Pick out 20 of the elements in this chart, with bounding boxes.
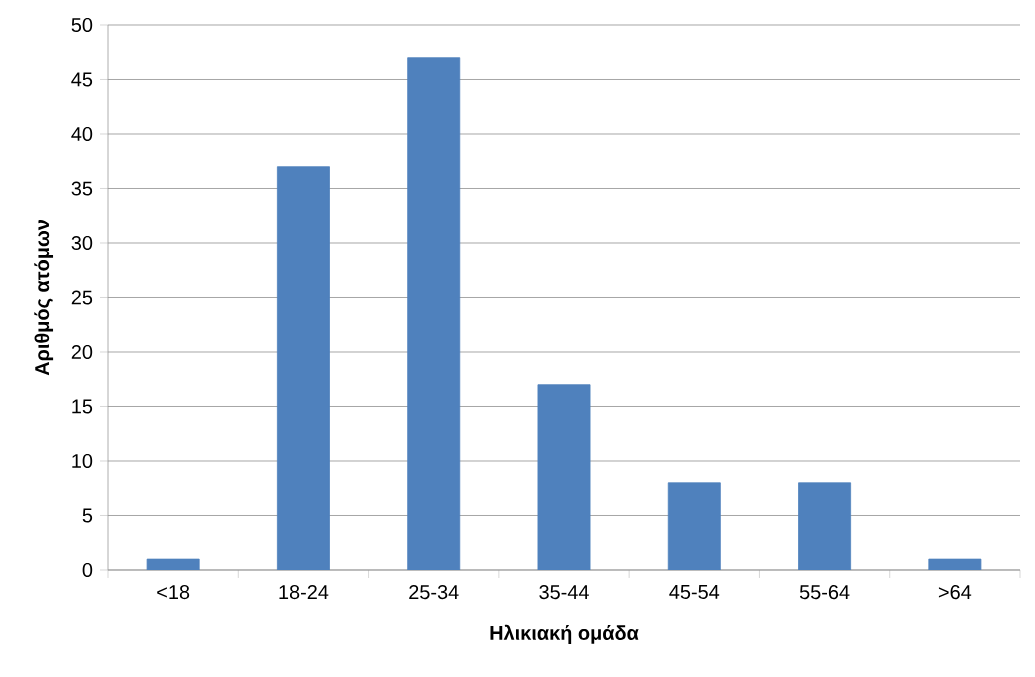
y-tick-label: 40 <box>71 126 93 142</box>
y-tick-label: 10 <box>72 453 93 469</box>
y-tick-label: 45 <box>71 72 93 87</box>
x-tick-label: 55-64 <box>799 585 850 600</box>
y-tick-label: 50 <box>71 17 93 33</box>
x-tick-label: 18-24 <box>279 585 329 600</box>
y-tick-label: 35 <box>71 181 93 196</box>
y-tick-label: 30 <box>71 235 93 251</box>
x-axis-title: Ηλικιακή ομάδα <box>490 624 639 644</box>
y-tick-label: 0 <box>82 562 93 578</box>
x-tick-label: 35-44 <box>539 585 589 600</box>
y-tick-label: 5 <box>82 508 93 523</box>
y-tick-label: 25 <box>71 290 93 305</box>
x-tick-label: 45-54 <box>669 585 720 599</box>
x-tick-label: 25-34 <box>409 585 459 600</box>
y-tick-label: 15 <box>72 399 93 414</box>
x-tick-label: >64 <box>938 585 972 600</box>
y-axis-title: Αριθμός ατόμων <box>34 220 54 376</box>
y-tick-label: 20 <box>71 344 93 360</box>
x-tick-label: <18 <box>157 585 190 600</box>
